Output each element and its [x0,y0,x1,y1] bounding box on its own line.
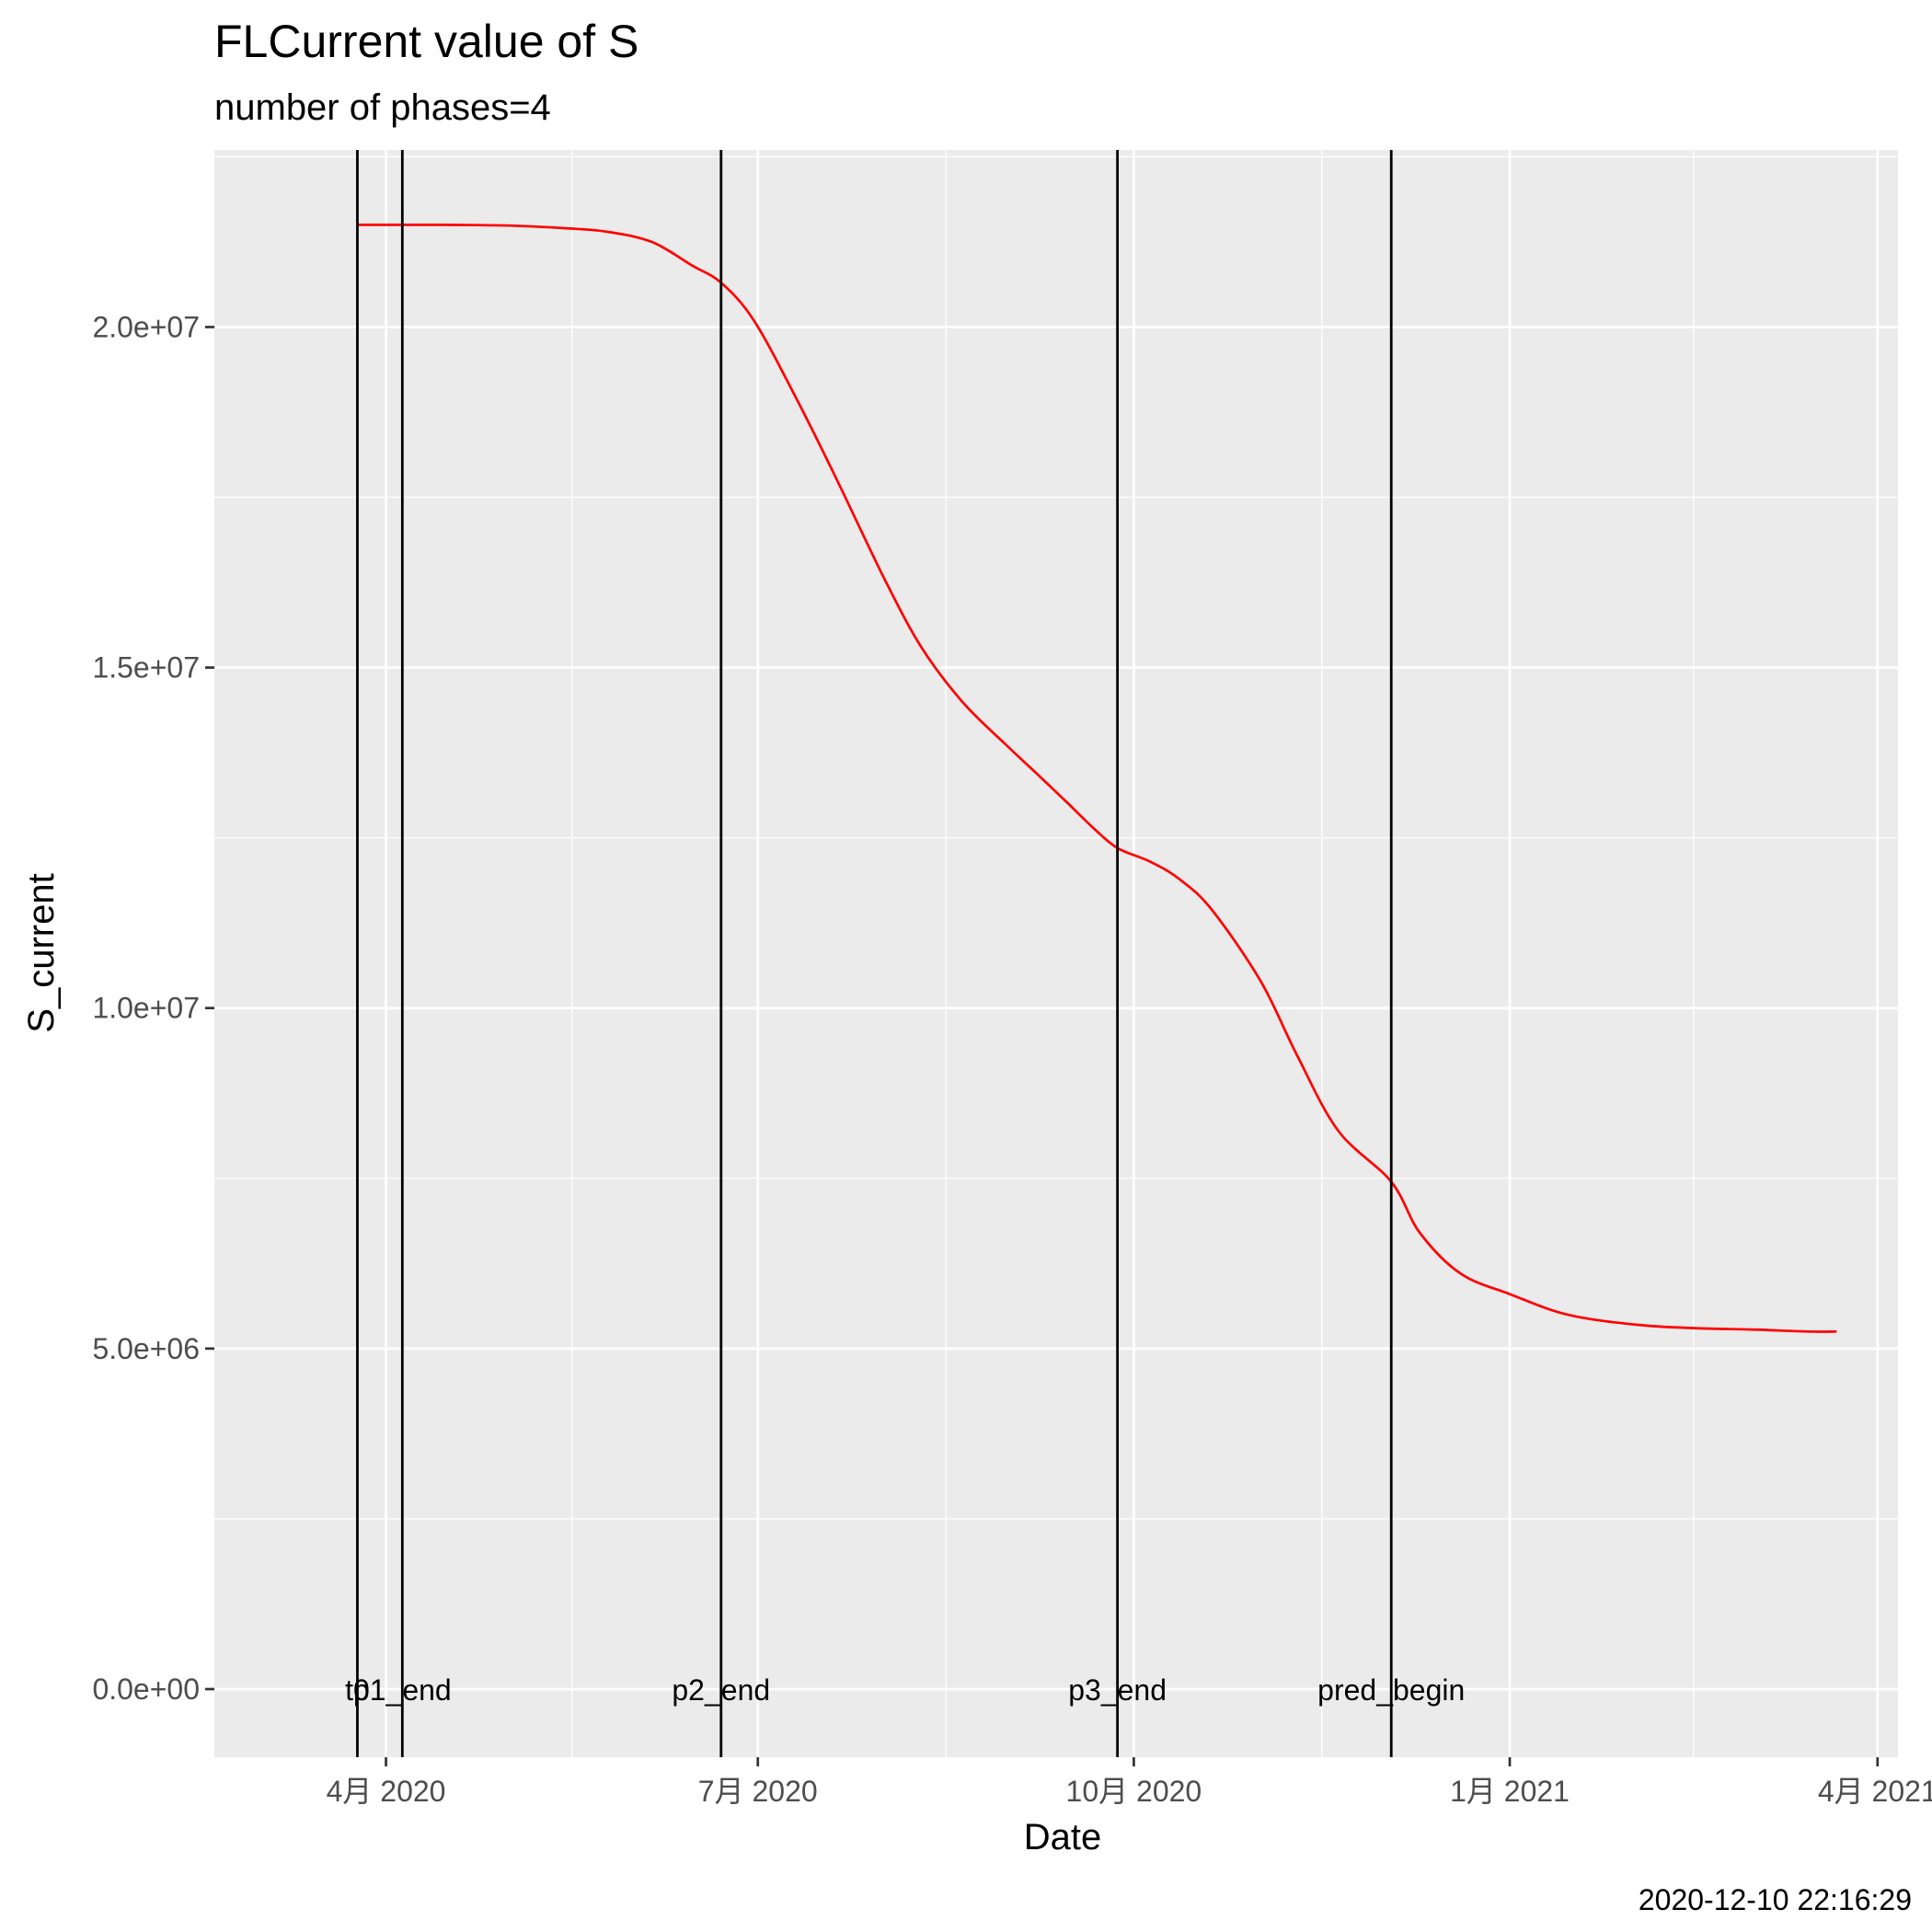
x-tick-label: 7月 2020 [698,1775,818,1808]
x-tick-label: 4月 2020 [327,1775,446,1808]
y-axis-title: S_current [21,873,62,1032]
phase-label-p3_end: p3_end [1068,1673,1167,1707]
y-tick-label: 1.5e+07 [92,651,200,684]
y-tick-label: 2.0e+07 [92,310,200,343]
phase-label-p2_end: p2_end [672,1673,770,1707]
chart-title: FLCurrent value of S [214,16,638,67]
y-tick-label: 5.0e+06 [92,1332,200,1365]
x-tick-label: 1月 2021 [1450,1775,1570,1808]
phase-label-p1_end: p1_end [353,1673,452,1707]
chart-subtitle: number of phases=4 [214,87,551,128]
y-tick-label: 0.0e+00 [92,1673,200,1706]
phase-label-pred_begin: pred_begin [1317,1673,1465,1707]
plot-panel [214,150,1898,1757]
x-axis-title: Date [1024,1817,1102,1857]
x-axis: 4月 2020 7月 2020 10月 2020 1月 2021 4月 2021 [327,1757,1932,1808]
y-tick-label: 1.0e+07 [92,992,200,1025]
x-tick-label: 4月 2021 [1818,1775,1932,1808]
x-tick-label: 10月 2020 [1066,1775,1202,1808]
timestamp-caption: 2020-12-10 22:16:29 [1639,1883,1912,1916]
y-axis: 0.0e+00 5.0e+06 1.0e+07 1.5e+07 2.0e+07 [92,310,214,1706]
